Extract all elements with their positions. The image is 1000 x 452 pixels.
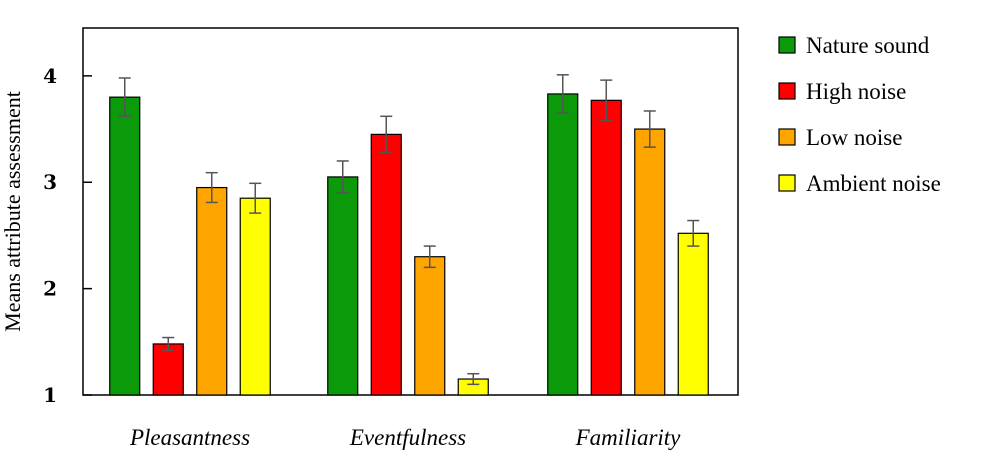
y-axis-label: Means attribute assessment <box>0 91 25 332</box>
legend-swatch <box>778 82 796 100</box>
y-tick-label: 1 <box>43 383 57 407</box>
bar <box>590 99 622 396</box>
legend: Nature sound High noise Low noise Ambient n… <box>778 33 941 196</box>
legend-swatch <box>778 174 796 192</box>
bar <box>196 186 228 396</box>
x-category-label: Eventfulness <box>349 425 466 450</box>
plot-area: 1 2 3 4 Means attribute assessment Pleasantne… <box>0 27 739 450</box>
bar <box>152 343 184 396</box>
legend-swatch <box>778 128 796 146</box>
bar <box>547 93 579 396</box>
legend-label: Nature sound <box>806 33 930 58</box>
legend-label: Low noise <box>806 125 902 150</box>
x-category-label: Pleasantness <box>129 425 250 450</box>
bar <box>109 96 141 396</box>
y-tick-label: 3 <box>43 170 57 194</box>
bar <box>414 256 446 396</box>
bar <box>370 133 402 396</box>
bar <box>634 128 666 396</box>
x-category-label: Familiarity <box>575 425 682 450</box>
y-tick-label: 4 <box>43 64 57 88</box>
legend-label: Ambient noise <box>806 171 941 196</box>
bar <box>239 197 271 396</box>
bar <box>677 232 709 396</box>
bar <box>327 176 359 396</box>
legend-swatch <box>778 36 796 54</box>
plot-frame <box>82 27 739 396</box>
y-tick-label: 2 <box>43 277 57 301</box>
legend-label: High noise <box>806 79 906 104</box>
